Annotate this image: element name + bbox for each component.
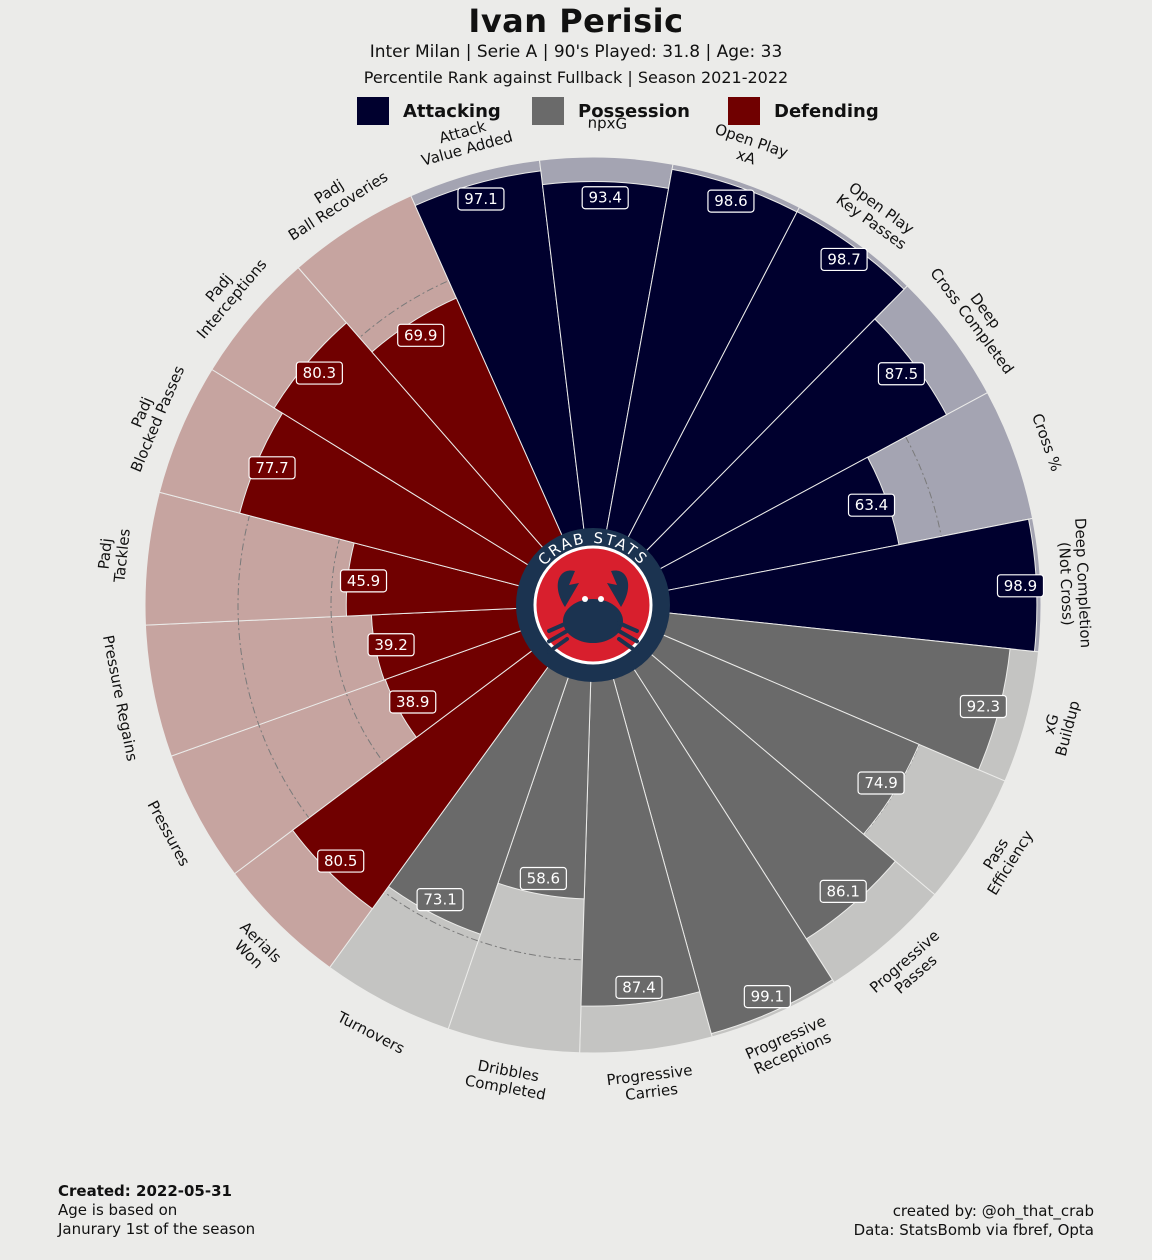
value-label: 99.1 — [751, 988, 784, 1006]
value-label: 80.5 — [324, 852, 357, 870]
category-label: Pressures — [144, 797, 194, 869]
value-label: 87.5 — [885, 365, 918, 383]
created-date: Created: 2022-05-31 — [58, 1182, 232, 1200]
value-label-box — [707, 189, 755, 213]
value-label-box — [820, 247, 868, 272]
crab-leg — [547, 629, 569, 644]
value-label: 87.4 — [622, 978, 655, 996]
value-label-box — [295, 361, 343, 385]
value-label: 74.9 — [864, 774, 897, 792]
value-label: 98.9 — [1004, 577, 1037, 595]
chart-title: Ivan Perisic — [468, 2, 684, 40]
legend-item-attacking: Attacking — [357, 96, 501, 126]
value-label-box — [367, 633, 415, 657]
value-label: 92.3 — [967, 697, 1000, 715]
category-label: npxG — [587, 114, 627, 133]
chart-subtitle: Inter Milan | Serie A | 90's Played: 31.… — [369, 42, 783, 62]
crab-eye — [582, 596, 588, 602]
crab-claw-right — [607, 570, 629, 607]
value-label: 63.4 — [855, 496, 888, 514]
value-label-box — [389, 690, 437, 714]
category-label: DribblesCompleted — [464, 1055, 551, 1104]
value-label-box — [996, 574, 1045, 598]
data-source: Data: StatsBomb via fbref, Opta — [853, 1221, 1094, 1239]
value-label-box — [743, 984, 791, 1009]
age-note-line1: Age is based on — [58, 1201, 178, 1219]
value-label: 69.9 — [404, 326, 437, 344]
value-label-box — [317, 849, 365, 873]
value-label-box — [581, 186, 629, 210]
crab-claw-left — [557, 570, 579, 607]
value-label: 73.1 — [423, 891, 456, 909]
value-label: 93.4 — [588, 189, 621, 207]
crab-leg — [617, 629, 639, 644]
legend-label-possession: Possession — [578, 100, 690, 122]
crab-leg — [547, 621, 569, 633]
crab-leg — [617, 637, 639, 654]
legend-item-possession: Possession — [532, 96, 690, 126]
legend-swatch-possession — [532, 97, 564, 125]
category-label: Deep Completion(Not Cross) — [1054, 518, 1095, 650]
category-label: Cross % — [1028, 411, 1065, 474]
author-credit: created by: @oh_that_crab — [892, 1202, 1094, 1220]
value-label-box — [519, 866, 567, 891]
value-label-box — [847, 493, 896, 517]
footer-left: Created: 2022-05-31 Age is based on Janu… — [58, 1182, 255, 1239]
footer-right: created by: @oh_that_crab Data: StatsBom… — [854, 1202, 1094, 1240]
value-label-box — [397, 323, 445, 347]
legend-item-defending: Defending — [728, 96, 879, 126]
legend-label-attacking: Attacking — [403, 100, 501, 122]
legend-swatch-attacking — [357, 97, 389, 125]
chart-subtitle-2: Percentile Rank against Fullback | Seaso… — [363, 68, 789, 87]
value-label-box — [819, 879, 867, 903]
legend-label-defending: Defending — [774, 100, 879, 122]
legend-swatch-defending — [728, 97, 760, 125]
value-label: 45.9 — [347, 572, 380, 590]
value-label: 58.6 — [527, 870, 560, 888]
value-label-box — [248, 456, 296, 480]
value-label-box — [339, 569, 388, 593]
value-label: 77.7 — [255, 459, 288, 477]
crab-eye — [598, 596, 604, 602]
category-label: ProgressiveCarries — [606, 1061, 696, 1106]
age-note-line2: Janurary 1st of the season — [58, 1220, 256, 1238]
value-label-box — [857, 771, 905, 795]
category-label: AttackValue Added — [415, 111, 515, 170]
crab-icon — [563, 599, 623, 643]
value-label: 38.9 — [396, 693, 429, 711]
value-label-box — [615, 975, 663, 999]
category-label: Pressure Regains — [99, 634, 141, 763]
value-label-box — [959, 694, 1007, 719]
value-label-box — [416, 888, 464, 912]
value-label: 97.1 — [464, 190, 497, 208]
value-label: 98.7 — [827, 250, 860, 268]
category-label: xGBuildup — [1035, 694, 1083, 758]
value-label-box — [457, 187, 505, 211]
category-label: Open PlayxA — [707, 120, 790, 178]
crab-leg — [617, 621, 639, 633]
value-label: 86.1 — [827, 882, 860, 900]
category-label: Turnovers — [334, 1008, 408, 1058]
category-label: AerialsWon — [224, 918, 285, 979]
value-label: 39.2 — [374, 636, 407, 654]
crab-leg — [547, 637, 569, 654]
value-label: 98.6 — [714, 192, 747, 210]
value-label-box — [877, 362, 926, 386]
category-label: PadjTackles — [93, 526, 134, 585]
value-label: 80.3 — [303, 364, 336, 382]
legend: Attacking Possession Defending — [0, 96, 1152, 128]
